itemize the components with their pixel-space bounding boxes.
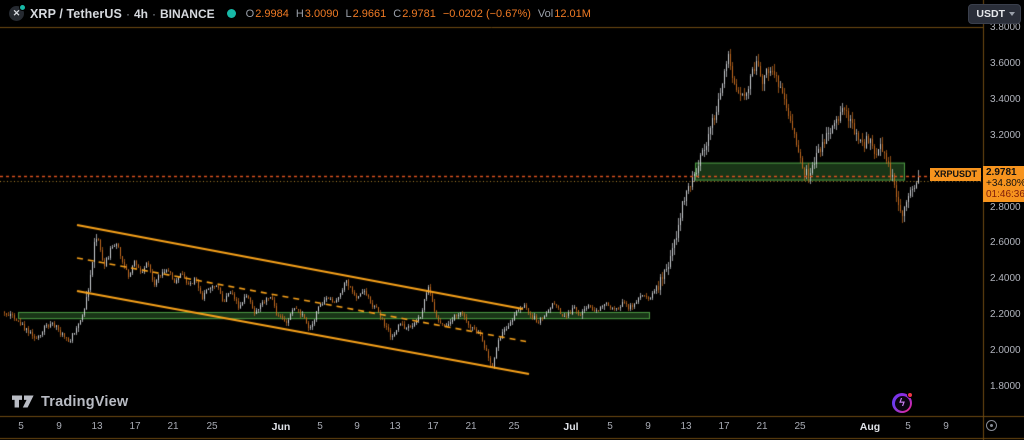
low-label: L bbox=[345, 7, 352, 20]
close-value: 2.9781 bbox=[402, 7, 436, 20]
time-month-label: Aug bbox=[859, 421, 881, 433]
currency-toggle-button[interactable]: USDT bbox=[968, 4, 1021, 24]
lightning-bolt-icon: ϟ bbox=[894, 395, 910, 411]
close-label: C bbox=[393, 7, 402, 20]
time-tick-label: 13 bbox=[389, 421, 401, 432]
bar-close-countdown: 01:46:36 bbox=[986, 188, 1024, 200]
lightning-stream-icon[interactable]: ϟ bbox=[892, 392, 913, 413]
time-tick-label: 25 bbox=[206, 421, 218, 432]
separator: · bbox=[151, 6, 156, 21]
time-tick-label: 5 bbox=[18, 421, 24, 432]
tradingview-logo[interactable]: TradingView bbox=[12, 393, 128, 410]
chevron-down-icon bbox=[1009, 12, 1015, 16]
time-tick-label: 17 bbox=[427, 421, 439, 432]
time-tick-label: 5 bbox=[607, 421, 613, 432]
time-month-label: Jul bbox=[563, 421, 579, 433]
tradingview-logo-text: TradingView bbox=[41, 393, 129, 410]
time-tick-label: 13 bbox=[680, 421, 692, 432]
symbol-name[interactable]: XRP / TetherUS bbox=[30, 6, 122, 21]
last-price-value: 2.9781 bbox=[986, 166, 1017, 178]
price-tick-label: 3.2000 bbox=[990, 129, 1021, 141]
change-value: −0.0202 (−0.67%) bbox=[442, 7, 531, 20]
xrp-logo-glyph: ✕ bbox=[12, 8, 21, 18]
price-tick-label: 3.4000 bbox=[990, 93, 1021, 105]
volume-label: Vol bbox=[537, 7, 554, 20]
time-tick-label: 9 bbox=[56, 421, 62, 432]
separator: · bbox=[125, 6, 130, 21]
price-tick-label: 3.8000 bbox=[990, 22, 1021, 33]
time-tick-label: 5 bbox=[905, 421, 911, 432]
time-tick-label: 17 bbox=[718, 421, 730, 432]
price-tick-label: 2.2000 bbox=[990, 309, 1021, 321]
price-tick-label: 1.8000 bbox=[990, 381, 1021, 392]
change-percent-value: +34.80% bbox=[986, 177, 1024, 189]
market-status-icon bbox=[226, 9, 236, 18]
time-month-label: Jun bbox=[271, 421, 291, 433]
time-tick-label: 13 bbox=[91, 421, 103, 432]
time-tick-label: 9 bbox=[943, 421, 949, 432]
time-tick-label: 25 bbox=[794, 421, 806, 432]
last-price-label: 2.9781 +34.80% 01:46:36 bbox=[983, 165, 1024, 202]
currency-button-label: USDT bbox=[976, 8, 1005, 20]
price-line-symbol-tag: XRPUSDT bbox=[929, 167, 981, 181]
time-tick-label: 9 bbox=[354, 421, 360, 432]
interval-label[interactable]: 4h bbox=[133, 6, 148, 21]
time-tick-label: 9 bbox=[645, 421, 651, 432]
price-axis[interactable]: 3.80003.60003.40003.20003.00002.80002.60… bbox=[983, 22, 1024, 416]
time-tick-label: 5 bbox=[317, 421, 323, 432]
open-label: O bbox=[245, 7, 255, 20]
open-value: 2.9984 bbox=[255, 7, 289, 20]
chart-header: ✕ XRP / TetherUS · 4h · BINANCE O 2.9984… bbox=[9, 0, 591, 27]
time-tick-label: 25 bbox=[508, 421, 520, 432]
high-value: 3.0090 bbox=[304, 7, 339, 20]
low-value: 2.9661 bbox=[352, 7, 387, 20]
price-tick-label: 2.8000 bbox=[990, 201, 1021, 213]
tradingview-logo-icon bbox=[12, 395, 34, 408]
volume-value: 12.01M bbox=[554, 7, 591, 20]
alert-dot-icon bbox=[907, 392, 913, 398]
price-tick-label: 2.6000 bbox=[990, 237, 1021, 249]
time-tick-label: 21 bbox=[756, 421, 768, 432]
circled-dot-icon[interactable] bbox=[986, 420, 997, 431]
price-tick-label: 2.0000 bbox=[990, 345, 1021, 357]
price-tick-label: 2.4000 bbox=[990, 273, 1021, 285]
time-tick-label: 21 bbox=[167, 421, 179, 432]
exchange-label[interactable]: BINANCE bbox=[159, 6, 215, 21]
notification-dot-icon bbox=[19, 4, 26, 11]
high-label: H bbox=[295, 7, 304, 20]
time-tick-label: 17 bbox=[129, 421, 141, 432]
time-axis[interactable]: 5 9 13 17 21 25 Jun 5 9 13 17 21 25 Jul 5 9 13 17 21 25 Aug 5… bbox=[0, 416, 983, 438]
xrp-logo-icon: ✕ bbox=[9, 4, 26, 21]
time-tick-label: 21 bbox=[465, 421, 477, 432]
ohlc-readout: O 2.9984 H 3.0090 L 2.9661 C 2.9781 −0.0… bbox=[246, 8, 591, 20]
price-tick-label: 3.6000 bbox=[990, 57, 1021, 69]
